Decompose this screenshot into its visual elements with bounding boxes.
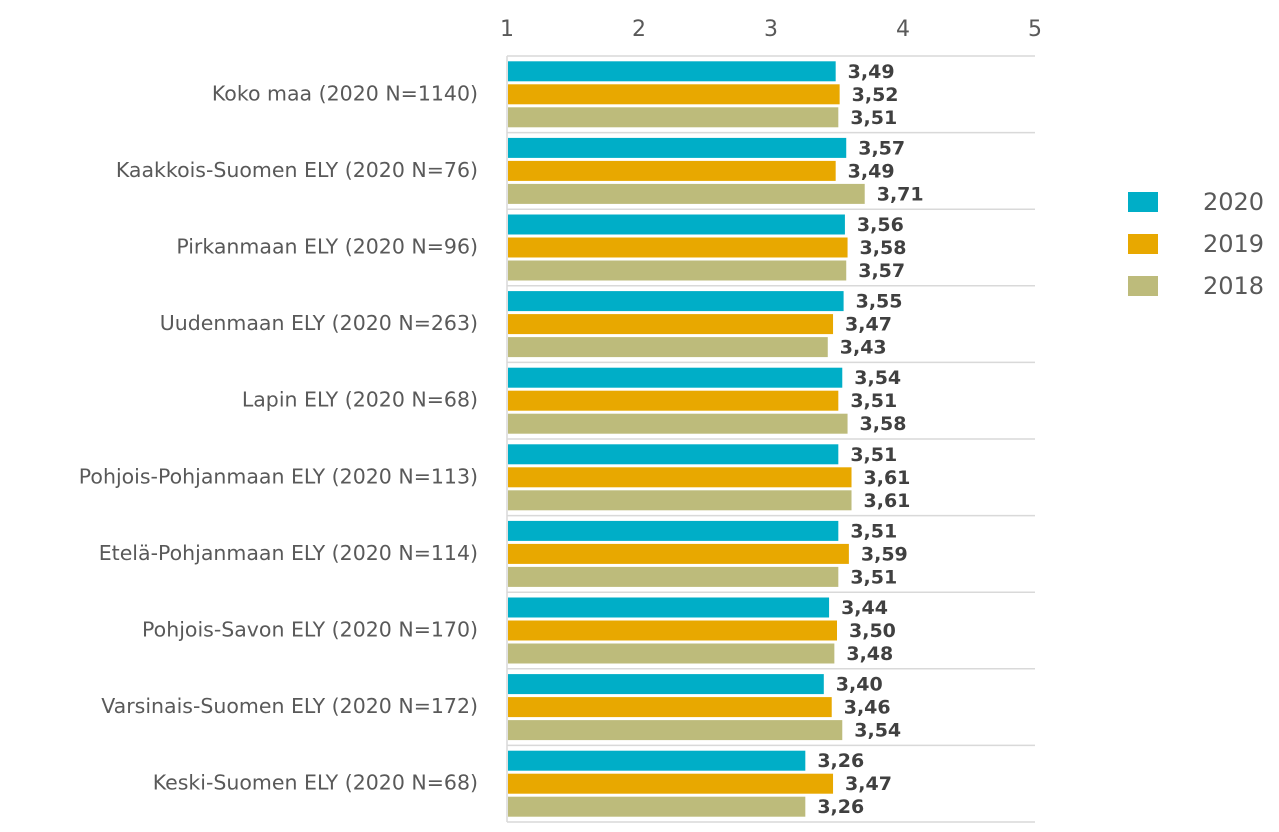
value-label-2019: 3,50 [849,620,896,642]
bars [508,61,865,817]
bar-2018 [508,720,843,741]
bar-2018 [508,490,852,511]
bar-2019 [508,620,837,641]
value-label-2019: 3,52 [852,84,899,106]
bar-2019 [508,314,834,335]
value-label-2020: 3,49 [848,61,895,83]
bar-2018 [508,413,848,434]
category-labels: Koko maa (2020 N=1140) Kaakkois-Suomen EL… [79,81,478,794]
bar-2020 [508,674,824,695]
value-label-2019: 3,47 [845,314,892,336]
bar-2019 [508,543,849,564]
category-label: Uudenmaan ELY (2020 N=263) [160,311,478,335]
value-label-2018: 3,61 [864,490,911,512]
bar-2019 [508,390,839,411]
value-label-2018: 3,54 [854,720,901,742]
x-tick-label: 3 [764,17,778,42]
value-label-2018: 3,71 [877,183,924,205]
x-tick-label: 4 [896,17,910,42]
bar-2018 [508,643,835,664]
legend-label-2019: 2019 [1203,230,1264,258]
bar-2018 [508,183,865,204]
bar-2020 [508,520,839,541]
value-label-2020: 3,57 [858,137,905,159]
x-axis-ticks: 1 2 3 4 5 [500,17,1042,42]
category-label: Varsinais-Suomen ELY (2020 N=172) [101,694,478,718]
bar-2018 [508,337,828,358]
value-label-2019: 3,59 [861,543,908,565]
category-label: Keski-Suomen ELY (2020 N=68) [153,771,478,795]
bar-2019 [508,467,852,488]
value-label-2020: 3,51 [850,520,897,542]
legend-swatch-2019 [1128,234,1158,254]
value-label-2018: 3,26 [817,796,864,818]
category-label: Pirkanmaan ELY (2020 N=96) [176,235,478,259]
bar-2019 [508,160,836,181]
bar-2018 [508,260,847,281]
value-label-2018: 3,58 [860,413,907,435]
category-label: Koko maa (2020 N=1140) [212,81,478,105]
legend-swatch-2018 [1128,276,1158,296]
legend: 2020 2019 2018 [1128,188,1264,300]
value-labels: 3,493,523,513,573,493,713,563,583,573,55… [817,61,923,818]
bar-2020 [508,61,836,82]
bar-2020 [508,137,847,158]
bar-2020 [508,291,844,312]
value-label-2019: 3,46 [844,697,891,719]
category-label: Etelä-Pohjanmaan ELY (2020 N=114) [99,541,478,565]
bar-2019 [508,773,834,794]
x-tick-label: 5 [1028,17,1042,42]
value-label-2020: 3,54 [854,367,901,389]
value-label-2019: 3,61 [864,467,911,489]
bar-2019 [508,84,840,105]
bar-2020 [508,444,839,465]
bar-2018 [508,796,806,817]
value-label-2018: 3,43 [840,337,887,359]
value-label-2018: 3,51 [850,107,897,129]
value-label-2019: 3,58 [860,237,907,259]
bar-2020 [508,367,843,388]
legend-swatch-2020 [1128,192,1158,212]
value-label-2020: 3,26 [817,750,864,772]
value-label-2019: 3,47 [845,773,892,795]
value-label-2018: 3,57 [858,260,905,282]
legend-label-2020: 2020 [1203,188,1264,216]
value-label-2018: 3,51 [850,566,897,588]
category-label: Pohjois-Pohjanmaan ELY (2020 N=113) [79,464,478,488]
bar-2020 [508,214,845,235]
value-label-2018: 3,48 [846,643,893,665]
bar-2018 [508,566,839,587]
bar-2019 [508,237,848,258]
category-label: Kaakkois-Suomen ELY (2020 N=76) [116,158,478,182]
bar-2018 [508,107,839,128]
bar-2019 [508,697,832,718]
x-tick-label: 1 [500,17,514,42]
value-label-2020: 3,56 [857,214,904,236]
x-tick-label: 2 [632,17,646,42]
category-separators [507,55,1035,823]
category-label: Lapin ELY (2020 N=68) [242,388,478,412]
bar-2020 [508,750,806,771]
value-label-2020: 3,44 [841,597,888,619]
value-label-2020: 3,51 [850,444,897,466]
bar-2020 [508,597,830,618]
value-label-2020: 3,40 [836,674,883,696]
legend-label-2018: 2018 [1203,272,1264,300]
value-label-2020: 3,55 [856,291,903,313]
value-label-2019: 3,51 [850,390,897,412]
category-label: Pohjois-Savon ELY (2020 N=170) [142,618,478,642]
value-label-2019: 3,49 [848,160,895,182]
